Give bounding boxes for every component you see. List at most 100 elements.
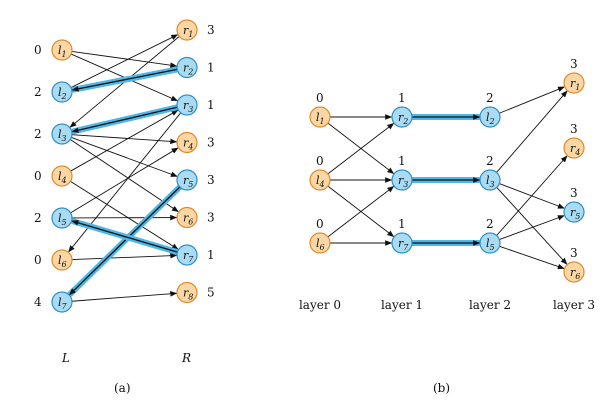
node-b_l3: l3 <box>479 169 501 191</box>
node-l1-circle <box>51 39 73 61</box>
node-l4: l4 <box>51 165 73 187</box>
node-r6: r6 <box>176 206 198 229</box>
node-b_l4-label-sub: 4 <box>319 180 325 189</box>
node-b_r1-label: r1 <box>570 77 580 92</box>
node-b_l6-circle <box>309 232 331 254</box>
panel-b: l10l40l60r21r31r71l22l32l52r13r43r53r63 … <box>299 57 595 395</box>
node-b_l6-label-sub: 6 <box>320 243 325 252</box>
edge-b_l5-b_r5 <box>499 215 565 240</box>
node-l2-label-sub: 2 <box>61 92 67 101</box>
edge-b_l3-b_r1 <box>496 90 568 173</box>
layer-label-0: layer 0 <box>299 298 341 312</box>
node-b_r1-circle <box>563 72 585 94</box>
node-l7-label-sub: 7 <box>62 302 68 311</box>
node-b_r7-label-sub: 7 <box>403 243 409 252</box>
node-r1-value: 3 <box>207 23 215 37</box>
node-b_l5-label-base: l <box>486 237 490 250</box>
node-b_r6-value: 3 <box>570 246 578 260</box>
node-b_l2-value: 2 <box>486 91 494 105</box>
node-b_r6-circle <box>563 261 585 283</box>
node-b_r2-label-base: r <box>398 111 404 124</box>
node-l1-label-base: l <box>58 44 62 57</box>
node-b_r1-label-sub: 1 <box>575 83 580 92</box>
node-b_l5-label-sub: 5 <box>490 243 495 252</box>
layer-label-2: layer 2 <box>469 298 511 312</box>
node-b_r5-label: r5 <box>570 206 580 221</box>
node-b_r3-circle <box>391 169 413 191</box>
node-r1-label-base: r <box>183 24 189 37</box>
edge-b_l3-b_r6 <box>496 187 568 265</box>
edge-l3-r4 <box>71 134 178 145</box>
node-r8: r8 <box>176 281 198 304</box>
node-l6-value: 0 <box>34 253 42 267</box>
edge-l4-r3 <box>70 109 179 172</box>
node-r8-label-base: r <box>183 287 189 300</box>
layer-label-3: layer 3 <box>553 298 595 312</box>
node-b_r3-value: 1 <box>398 154 406 168</box>
node-l2-value: 2 <box>34 85 42 99</box>
node-b_l4-circle <box>309 169 331 191</box>
node-b_l3-label: l3 <box>486 174 495 189</box>
node-r5-value: 3 <box>207 173 215 187</box>
node-r4: r4 <box>176 131 198 154</box>
panel-a-caption: (a) <box>114 381 131 395</box>
node-b_r2-circle <box>391 106 413 128</box>
panel-a-edges <box>67 34 182 302</box>
node-b_l6-label-base: l <box>316 237 320 250</box>
node-l7-label-base: l <box>58 296 62 309</box>
node-b_l2-label-base: l <box>486 111 490 124</box>
node-b_r1: r1 <box>563 72 585 94</box>
node-r4-circle <box>176 131 198 154</box>
node-b_r3: r3 <box>391 169 413 191</box>
node-l1-label-sub: 1 <box>62 50 67 59</box>
node-r6-label: r6 <box>183 212 193 227</box>
node-b_l2-label-sub: 2 <box>489 117 495 126</box>
node-r7-label-sub: 7 <box>188 255 194 264</box>
node-r2-value: 1 <box>207 61 215 75</box>
node-l5-label-base: l <box>58 212 62 225</box>
node-l6-label-base: l <box>58 254 62 267</box>
node-r5-label-sub: 5 <box>188 180 193 189</box>
edge-l3-r5 <box>71 137 178 177</box>
matching-edge-r3-l3 <box>71 104 178 135</box>
node-b_r5-circle <box>563 201 585 223</box>
edge-r3-l6 <box>68 112 182 253</box>
matching-edge-r7-l5 <box>71 218 179 256</box>
matching-edge-r2-l2 <box>71 66 178 93</box>
node-r2-label-sub: 2 <box>187 68 193 77</box>
node-b_l2-label: l2 <box>486 111 495 126</box>
matching-edge-r2-l2-arrow <box>71 68 178 92</box>
node-b_l5-circle <box>479 232 501 254</box>
node-b_r7: r7 <box>391 232 413 254</box>
node-b_r7-label-base: r <box>398 237 404 250</box>
node-r2-label: r2 <box>183 62 193 77</box>
node-l3-circle <box>51 123 73 145</box>
node-b_r3-label-base: r <box>398 174 404 187</box>
edge-l5-r4 <box>70 147 179 214</box>
node-r4-label: r4 <box>183 137 193 152</box>
node-l4-label-sub: 4 <box>61 176 67 185</box>
node-r7: r7 <box>176 244 198 266</box>
node-r5: r5 <box>176 169 198 191</box>
node-r6-value: 3 <box>207 211 215 225</box>
node-l5: l5 <box>51 207 73 229</box>
node-b_r7-circle <box>391 232 413 254</box>
node-b_r2-label-sub: 2 <box>402 117 408 126</box>
node-b_l3-value: 2 <box>486 154 494 168</box>
node-r1-label-sub: 1 <box>188 30 193 39</box>
node-b_r4-label-sub: 4 <box>574 148 580 157</box>
node-r1-label: r1 <box>183 24 193 39</box>
edge-l2-r1 <box>70 34 179 88</box>
matching-edge-r5-l7-arrow <box>69 186 181 296</box>
node-b_r7-label: r7 <box>398 237 409 252</box>
node-b_r2: r2 <box>391 106 413 128</box>
node-r1-circle <box>176 19 198 41</box>
node-b_l3-circle <box>479 169 501 191</box>
node-r3: r3 <box>176 94 198 116</box>
node-b_r4-label: r4 <box>570 142 580 157</box>
node-b_r6-label-base: r <box>570 266 576 279</box>
panel-b-edges <box>327 86 568 270</box>
node-b_r5-label-base: r <box>570 206 576 219</box>
node-l7-label: l7 <box>58 296 68 311</box>
